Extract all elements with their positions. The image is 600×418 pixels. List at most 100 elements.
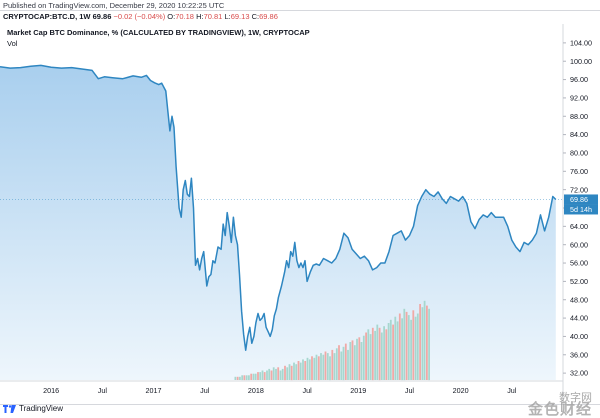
- volume-bar: [279, 370, 282, 380]
- volume-bar: [342, 346, 345, 381]
- chart-frame: [0, 10, 600, 405]
- x-tick-label: 2020: [453, 386, 469, 395]
- volume-bar: [358, 337, 361, 381]
- volume-bar: [414, 316, 417, 380]
- volume-bar: [243, 375, 246, 381]
- countdown-tag: [564, 204, 598, 215]
- footer: TradingView: [3, 404, 63, 413]
- volume-bar: [340, 351, 343, 380]
- volume-bar: [374, 330, 376, 380]
- volume-bar: [405, 311, 408, 380]
- volume-bar: [250, 373, 253, 380]
- volume-bar: [333, 353, 336, 380]
- volume-bar: [398, 313, 401, 380]
- volume-bar: [326, 353, 329, 380]
- y-tick-label: 40.00: [570, 332, 588, 341]
- volume-bar: [304, 361, 307, 380]
- symbol-label: CRYPTOCAP:BTC.D, 1W: [3, 12, 91, 21]
- dominance-line: [0, 64, 557, 351]
- volume-bar: [281, 368, 284, 380]
- volume-bar: [322, 354, 325, 380]
- volume-bar: [365, 332, 367, 380]
- volume-bar: [290, 365, 293, 381]
- volume-bar: [389, 319, 392, 380]
- quote-line: CRYPTOCAP:BTC.D, 1W 69.86 −0.02 (−0.04%)…: [3, 12, 278, 21]
- y-tick-label: 80.00: [570, 149, 588, 158]
- x-tick-label: Jul: [200, 386, 210, 395]
- x-tick-label: Jul: [98, 386, 108, 395]
- footer-brand[interactable]: TradingView: [19, 404, 64, 413]
- volume-bar: [266, 370, 268, 380]
- volume-bar: [371, 327, 374, 381]
- volume-bar: [387, 323, 390, 380]
- volume-bar: [349, 342, 352, 380]
- high-value: 70.81: [203, 12, 223, 21]
- y-tick-label: 104.00: [570, 38, 592, 47]
- volume-bar: [302, 359, 304, 380]
- volume-bar: [268, 368, 271, 380]
- y-tick-label: 76.00: [570, 167, 588, 176]
- volume-bar: [239, 376, 241, 380]
- y-tick-label: 72.00: [570, 185, 588, 194]
- y-tick-label: 64.00: [570, 222, 588, 231]
- dominance-area: [0, 65, 556, 381]
- y-tick-label: 100.00: [570, 57, 592, 66]
- y-tick-label: 36.00: [570, 350, 588, 359]
- price-change: −0.02 (−0.04%): [113, 12, 166, 21]
- volume-bar: [401, 318, 403, 381]
- last-price: 69.86: [92, 12, 112, 21]
- x-tick-label: Jul: [302, 386, 312, 395]
- chart-title: Market Cap BTC Dominance, % (CALCULATED …: [7, 28, 310, 37]
- watermark-line2: 金色财经: [527, 401, 592, 418]
- tradingview-logo-icon: [3, 404, 16, 413]
- volume-bar: [412, 310, 415, 380]
- volume-bar: [263, 372, 266, 380]
- volume-bar: [259, 372, 262, 380]
- volume-bar: [376, 324, 379, 380]
- volume-bar: [234, 376, 237, 380]
- volume-bar: [335, 348, 338, 380]
- volume-bar: [254, 373, 257, 380]
- watermark: 数字网 金色财经: [527, 392, 592, 418]
- x-tick-label: 2017: [146, 386, 162, 395]
- volume-bar: [353, 345, 356, 380]
- volume-bar: [324, 351, 327, 380]
- volume-bar: [383, 326, 385, 380]
- volume-bar: [295, 364, 298, 380]
- volume-bar: [313, 357, 316, 380]
- volume-bar: [367, 329, 370, 380]
- volume-bar: [426, 305, 428, 380]
- y-tick-label: 56.00: [570, 259, 588, 268]
- volume-bar: [396, 321, 399, 380]
- volume-bar: [416, 313, 419, 380]
- y-tick-label: 96.00: [570, 75, 588, 84]
- volume-bar: [272, 367, 275, 380]
- volume-bar: [311, 356, 313, 381]
- x-tick-label: Jul: [405, 386, 415, 395]
- volume-bar: [245, 375, 248, 381]
- volume-bar: [277, 367, 280, 380]
- volume-bar: [356, 338, 358, 380]
- volume-bar: [257, 372, 259, 380]
- volume-bar: [410, 319, 412, 380]
- close-label: C:: [251, 12, 260, 21]
- volume-bar: [236, 376, 239, 380]
- volume-bar: [423, 300, 426, 380]
- volume-bar: [360, 342, 363, 380]
- y-tick-label: 48.00: [570, 295, 588, 304]
- volume-bar: [344, 343, 347, 380]
- volume-bar: [248, 375, 250, 381]
- volume-bar: [351, 340, 354, 380]
- volume-bar: [308, 359, 311, 380]
- volume-bar: [362, 335, 365, 380]
- volume-label: Vol: [7, 39, 18, 48]
- volume-bar: [378, 327, 381, 381]
- published-note: Published on TradingView.com, December 2…: [3, 1, 225, 10]
- volume-bar: [329, 356, 331, 381]
- volume-bar: [403, 308, 406, 381]
- volume-bar: [394, 316, 397, 380]
- volume-bar: [380, 332, 383, 380]
- volume-bar: [315, 354, 318, 380]
- volume-bar: [320, 353, 322, 380]
